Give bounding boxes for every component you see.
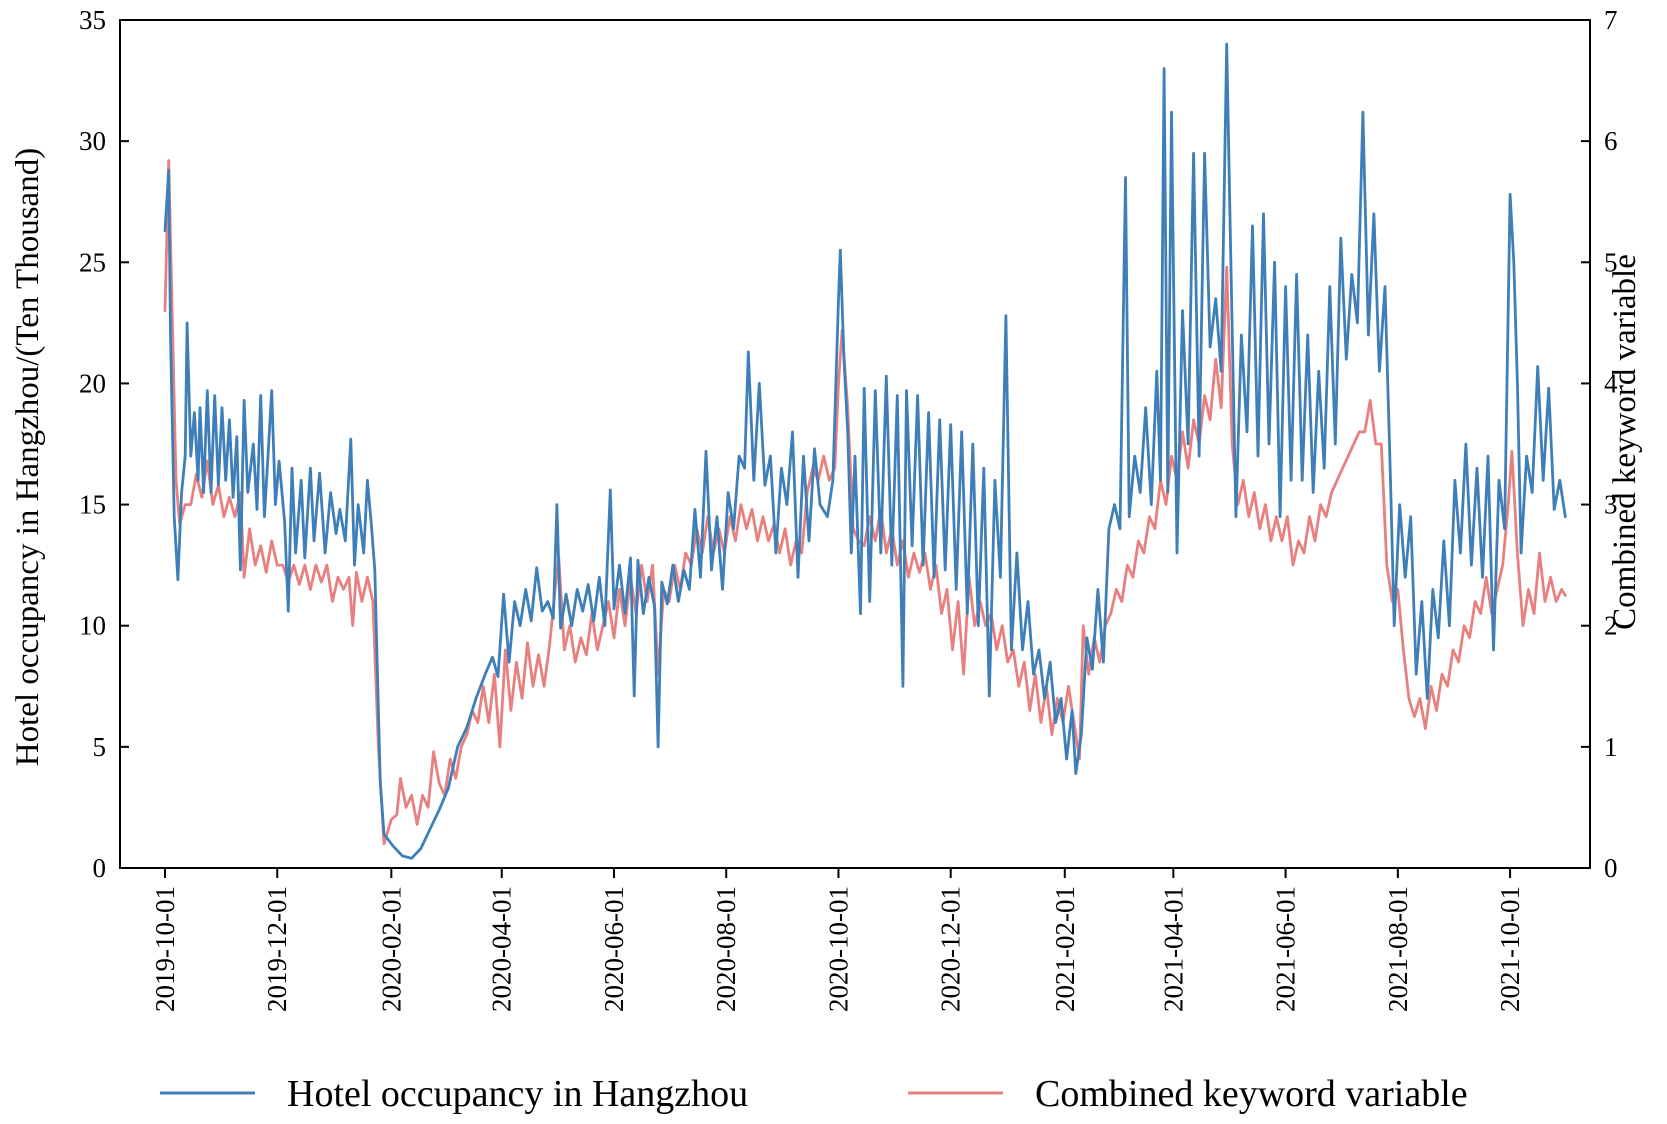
left-y-tick-label: 0	[93, 853, 107, 883]
right-y-tick-label: 3	[1604, 490, 1618, 520]
axes-layer: 0 5 10 15 20 25 30 35 0 1 2 3 4 5 6 7 2019-10-01 2019-12-…	[79, 5, 1618, 1012]
right-y-tick-label: 7	[1604, 5, 1618, 35]
left-y-tick-label: 30	[79, 126, 106, 156]
x-tick-label: 2020-04-01	[487, 886, 517, 1012]
x-tick-label: 2020-06-01	[599, 886, 629, 1012]
legend-label-hotel-occupancy: Hotel occupancy in Hangzhou	[287, 1073, 748, 1115]
right-y-tick-label: 5	[1604, 247, 1618, 277]
legend-label-combined-keyword: Combined keyword variable	[1035, 1073, 1468, 1115]
x-tick-label: 2020-02-01	[376, 886, 406, 1012]
right-y-tick-label: 0	[1604, 853, 1618, 883]
x-tick-label: 2021-04-01	[1158, 886, 1188, 1012]
right-y-tick-label: 2	[1604, 611, 1618, 641]
right-y-tick-label: 6	[1604, 126, 1618, 156]
x-tick-label: 2021-06-01	[1271, 886, 1301, 1012]
right-axis-title: Combined keyword variable	[1607, 254, 1643, 630]
left-y-tick-label: 20	[79, 368, 106, 398]
x-tick-label: 2021-02-01	[1050, 886, 1080, 1012]
x-tick-label: 2020-12-01	[936, 886, 966, 1012]
series-layer	[163, 42, 1567, 860]
x-tick-label: 2019-12-01	[262, 886, 292, 1012]
x-tick-label: 2021-08-01	[1383, 886, 1413, 1012]
left-y-tick-label: 10	[79, 611, 106, 641]
x-tick-label: 2020-10-01	[823, 886, 853, 1012]
left-y-tick-label: 15	[79, 490, 106, 520]
x-tick-label: 2019-10-01	[150, 886, 180, 1012]
left-y-tick-label: 5	[93, 732, 107, 762]
series-line-hotel-occupancy	[163, 42, 1567, 860]
left-axis-title: Hotel occupancy in Hangzhou/(Ten Thousan…	[10, 148, 46, 766]
x-tick-label: 2020-08-01	[711, 886, 741, 1012]
x-tick-label: 2021-10-01	[1495, 886, 1525, 1012]
left-y-tick-label: 25	[79, 247, 106, 277]
right-y-tick-label: 1	[1604, 732, 1618, 762]
plot-frame	[119, 19, 1591, 869]
left-y-tick-label: 35	[79, 5, 106, 35]
legend: Hotel occupancy in Hangzhou Combined key…	[160, 1073, 1468, 1115]
series-line-combined-keyword	[163, 159, 1567, 846]
right-y-tick-label: 4	[1604, 368, 1618, 398]
